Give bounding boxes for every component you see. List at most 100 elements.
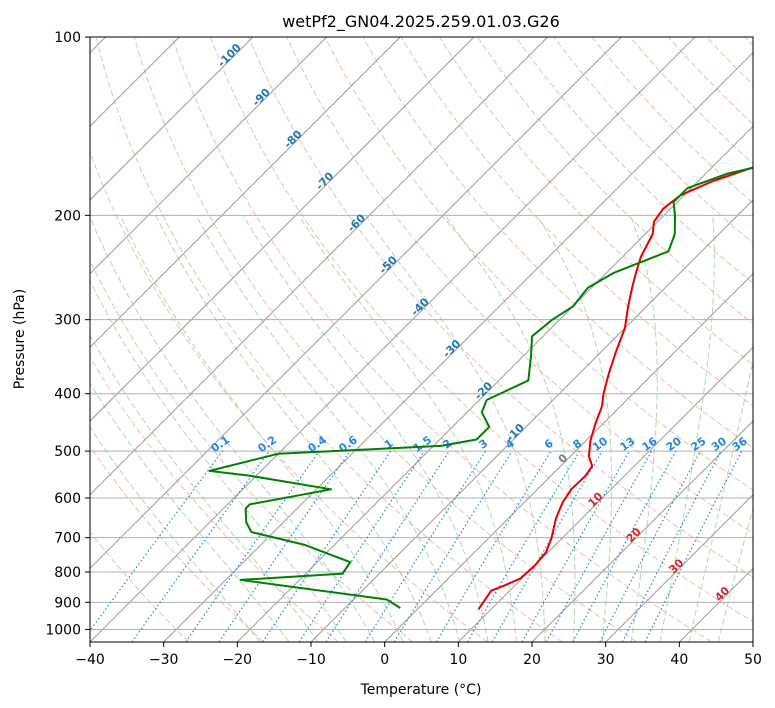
- mixing-ratio-line: [545, 450, 653, 642]
- isotherm-line: [752, 641, 753, 642]
- mixing-ratio-line: [435, 450, 552, 642]
- dry-adiabat: [629, 37, 753, 165]
- isotherm-line: [90, 37, 401, 349]
- mixing-ratio-line: [644, 450, 743, 642]
- dry-adiabat: [324, 37, 753, 491]
- isotherm-line: [531, 420, 753, 642]
- mixing-ratio-line: [393, 450, 513, 642]
- axes: −40 −30 −20 −10 0 10 20 30 40 5010020030040050060…: [45, 30, 762, 668]
- plot-frame: [89, 36, 754, 643]
- mixing-ratio-label: 0.1: [209, 433, 232, 455]
- x-tick-label: 30: [597, 652, 615, 668]
- y-axis-label: Pressure (hPa): [12, 289, 28, 389]
- y-tick-label: 900: [54, 595, 81, 611]
- isotherm-label: -50: [377, 253, 400, 276]
- x-tick-label: −30: [149, 652, 179, 668]
- dry-adiabat: [133, 37, 638, 642]
- x-axis-label: Temperature (°C): [360, 682, 482, 698]
- x-tick-label: −40: [75, 652, 105, 668]
- isotherm-label: 10: [586, 490, 606, 510]
- moist-adiabat: [688, 358, 753, 642]
- isotherm-line: [236, 125, 753, 642]
- dry-adiabat: [553, 37, 753, 244]
- mixing-ratio-line: [90, 450, 223, 632]
- isotherm-line: [90, 37, 696, 642]
- x-tick-label: −10: [296, 652, 326, 668]
- x-tick-label: 20: [523, 652, 541, 668]
- mixing-ratio-line: [521, 450, 631, 642]
- dry-adiabat: [90, 445, 264, 642]
- isotherm-label: -20: [472, 379, 495, 402]
- isotherm-line: [605, 493, 753, 642]
- x-tick-label: 40: [670, 652, 688, 668]
- mixing-ratio-line: [262, 450, 392, 642]
- isotherm-line: [457, 346, 753, 642]
- isotherm-line: [90, 37, 475, 422]
- isotherm-label: -60: [345, 211, 368, 234]
- chart-title: wetPf2_GN04.2025.259.01.03.G26: [282, 12, 560, 32]
- mixing-ratio-line: [599, 450, 702, 642]
- moist-adiabat: [298, 215, 517, 642]
- dry-adiabat: [477, 37, 753, 325]
- y-tick-label: 400: [54, 387, 81, 403]
- plot-area: 0.1 0.2 0.4 0.6 1 1.5 2 3 4 6 8 10 13 16 20 25 30 36-100-…: [90, 37, 753, 642]
- x-tick-label: 10: [449, 652, 467, 668]
- dry-adiabat: [248, 37, 753, 578]
- dry-adiabat: [668, 37, 753, 125]
- isotherm-label: -40: [409, 295, 432, 318]
- isotherm-label: -100: [215, 41, 244, 70]
- moist-adiabat: [717, 506, 753, 642]
- isotherm-line: [678, 567, 753, 642]
- isotherm-label: -30: [440, 337, 463, 360]
- isotherm-line: [310, 199, 753, 642]
- mixing-ratio-line: [185, 450, 320, 642]
- y-tick-label: 500: [54, 444, 81, 460]
- dry-adiabat: [400, 37, 753, 407]
- moist-adiabat: [195, 215, 461, 642]
- dry-adiabat: [706, 37, 753, 86]
- moist-adiabat: [120, 215, 404, 642]
- mixing-ratio-label: 0.2: [256, 433, 279, 455]
- moist-adiabat: [155, 215, 432, 642]
- y-tick-label: 100: [54, 30, 81, 46]
- dry-adiabat: [591, 37, 753, 204]
- dewpoint-profile: [208, 166, 753, 609]
- isotherm-line: [90, 37, 622, 570]
- isotherm-label: 40: [712, 584, 732, 604]
- mixing-ratio-line: [298, 450, 425, 642]
- moist-adiabat: [90, 334, 319, 642]
- moist-adiabat: [90, 382, 290, 642]
- dry-adiabat: [210, 37, 753, 623]
- mixing-ratio-label: 1.5: [411, 433, 434, 455]
- dry-adiabat: [90, 150, 488, 642]
- isotherm-line: [90, 37, 549, 496]
- y-tick-label: 800: [54, 565, 81, 581]
- moist-adiabat: [659, 215, 715, 642]
- y-tick-label: 600: [54, 491, 81, 507]
- x-tick-label: 0: [380, 652, 389, 668]
- y-tick-label: 700: [54, 531, 81, 547]
- mixing-ratio-line: [131, 450, 270, 642]
- dry-adiabat: [286, 37, 753, 534]
- mixing-ratio-line: [218, 450, 351, 642]
- dry-adiabat: [95, 37, 563, 642]
- temperature-profile: [477, 166, 753, 610]
- dry-adiabat: [438, 37, 753, 366]
- isotherm-label: 30: [666, 556, 686, 576]
- dry-adiabat: [90, 356, 339, 642]
- isotherm-line: [163, 51, 753, 642]
- dry-adiabat: [90, 259, 414, 642]
- dry-adiabat: [744, 37, 753, 47]
- dry-adiabat: [515, 37, 753, 284]
- isotherm-label: -70: [313, 169, 336, 192]
- isotherm-label: 20: [624, 525, 644, 545]
- x-tick-label: −20: [223, 652, 253, 668]
- mixing-ratio-label: 3: [477, 437, 491, 452]
- moist-adiabat: [536, 215, 613, 642]
- moist-adiabat: [630, 215, 658, 642]
- isotherm-line: [90, 37, 328, 275]
- isotherm-line: [90, 37, 254, 201]
- moist-adiabat: [444, 215, 576, 642]
- y-tick-label: 1000: [45, 622, 81, 638]
